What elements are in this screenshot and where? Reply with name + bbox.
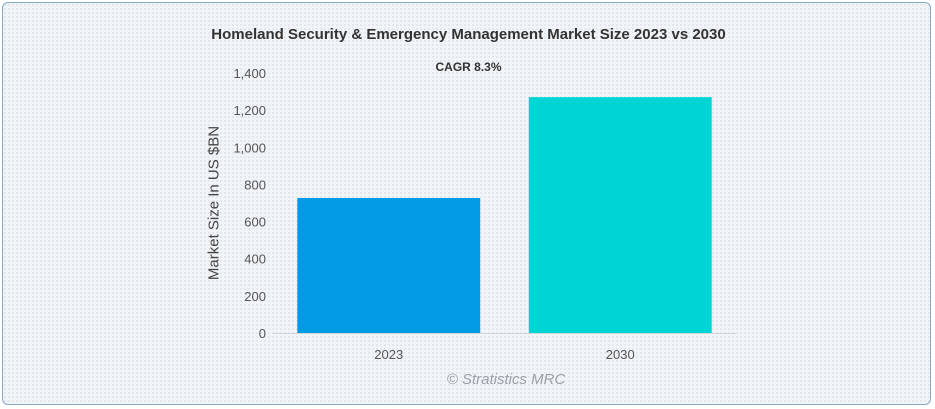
chart-title: Homeland Security & Emergency Management… <box>211 26 726 43</box>
bar-chart: 0 200 400 600 800 1,000 1,200 1,400 2023 2030 <box>233 66 736 362</box>
x-tick-label: 2023 <box>374 347 403 362</box>
y-tick-label: 400 <box>244 252 266 267</box>
y-tick-label: 800 <box>244 177 266 192</box>
chart-card: Homeland Security & Emergency Management… <box>2 2 931 405</box>
chart-subtitle: CAGR 8.3% <box>435 60 502 74</box>
y-tick-label: 1,000 <box>233 140 266 155</box>
y-tick-label: 1,200 <box>233 103 266 118</box>
y-tick-label: 0 <box>259 326 266 341</box>
watermark: © Stratistics MRC <box>446 371 566 388</box>
y-tick-label: 1,400 <box>233 66 266 81</box>
bar-2030 <box>528 97 712 334</box>
bar-2023 <box>297 197 481 333</box>
y-tick-label: 200 <box>244 289 266 304</box>
y-tick-label: 600 <box>244 215 266 230</box>
x-tick-label: 2030 <box>606 347 635 362</box>
